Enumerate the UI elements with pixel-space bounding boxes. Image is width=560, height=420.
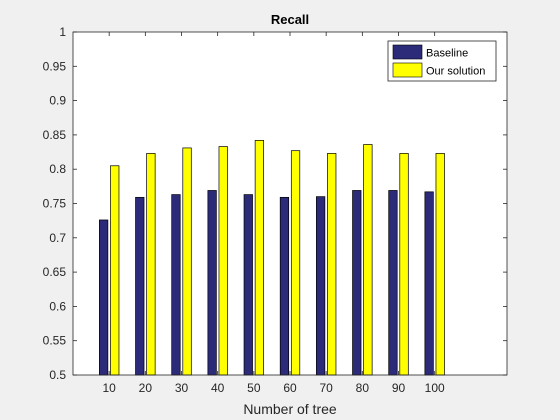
bar-our-solution-70 [327,153,337,376]
bar-our-solution-50 [254,140,264,376]
y-tick-label: 0.8 [49,162,66,176]
legend-label-our-solution: Our solution [426,66,485,78]
legend-swatch-baseline [392,44,423,60]
bar-our-solution-60 [290,150,301,376]
bar-baseline-50 [243,194,253,376]
x-tick-label: 40 [211,381,225,395]
x-tick-label: 90 [392,381,406,395]
bar-our-solution-80 [363,144,373,376]
plot-area [73,32,507,375]
legend-label-baseline: Baseline [426,48,468,60]
y-tick-label: 0.85 [43,128,67,142]
x-tick-label: 20 [139,381,153,395]
x-tick-label: 10 [102,381,116,395]
bar-baseline-90 [388,190,398,376]
x-tick-label: 80 [356,381,370,395]
bar-baseline-80 [352,190,362,376]
bar-baseline-60 [279,196,290,376]
y-tick-label: 1 [59,25,66,39]
y-tick-label: 0.9 [49,94,66,108]
y-tick-label: 0.5 [49,368,66,382]
y-tick-label: 0.7 [49,231,66,245]
y-tick-label: 0.55 [43,334,67,348]
bar-baseline-100 [424,191,434,376]
bar-baseline-10 [99,219,109,376]
bar-our-solution-90 [399,153,409,376]
x-tick-label: 100 [425,381,445,395]
y-tick-label: 0.95 [43,59,67,73]
x-tick-label: 30 [175,381,189,395]
chart-title: Recall [271,12,309,27]
y-tick-label: 0.65 [43,265,67,279]
bar-our-solution-10 [110,165,120,376]
bar-baseline-30 [171,194,181,376]
y-tick-label: 0.75 [43,197,67,211]
legend-swatch-our-solution [392,62,423,78]
plot-frame [72,31,508,376]
x-tick-label: 60 [283,381,297,395]
bar-our-solution-20 [146,153,156,376]
bar-baseline-70 [316,196,326,376]
ticks-layer: 0.5 0.55 0.6 0.65 0.7 0.75 0.8 0.85 0.9 0.95 1 10 20… [43,25,507,395]
bar-our-solution-30 [182,147,192,376]
legend: Baseline Our solution [387,40,497,82]
bar-baseline-20 [135,196,145,376]
x-tick-label: 50 [247,381,261,395]
bar-baseline-40 [207,190,217,376]
x-axis-label: Number of tree [243,401,337,417]
bar-our-solution-100 [435,153,445,376]
y-tick-label: 0.6 [49,299,66,313]
x-tick-label: 70 [319,381,333,395]
bar-our-solution-40 [218,146,228,376]
